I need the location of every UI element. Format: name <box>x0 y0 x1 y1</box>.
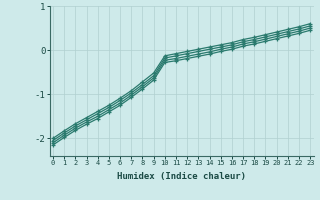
X-axis label: Humidex (Indice chaleur): Humidex (Indice chaleur) <box>117 172 246 181</box>
